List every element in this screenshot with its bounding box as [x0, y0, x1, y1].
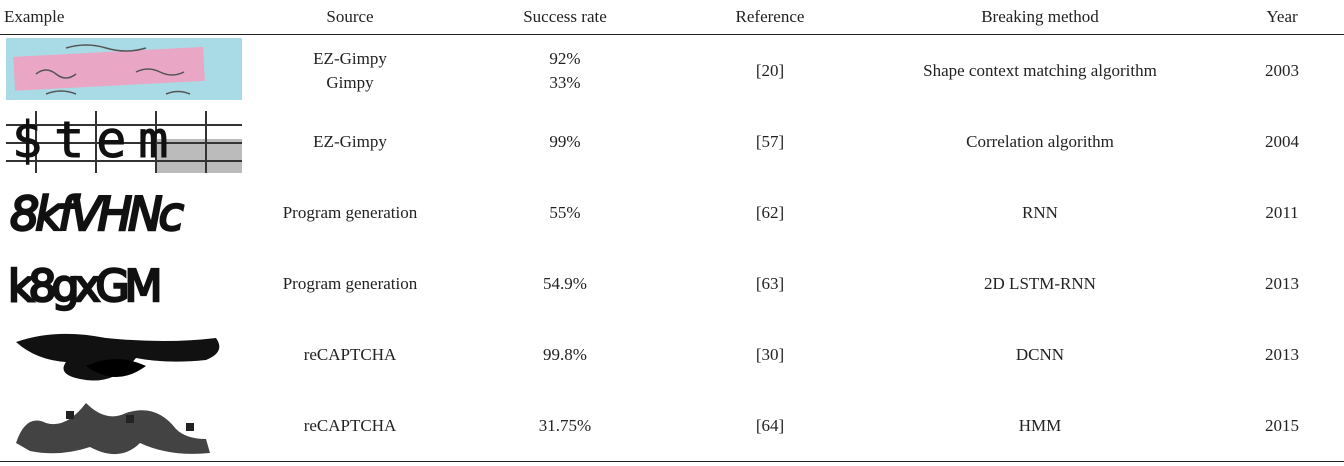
captcha-text: k8gxGM: [8, 261, 159, 312]
table-row: reCAPTCHA 31.75% [64] HMM 2015: [0, 390, 1344, 462]
year-cell: 2003: [1265, 61, 1299, 80]
method-cell: DCNN: [1015, 345, 1065, 364]
table-row: 8kfVHNc Program generation 55% [62] RNN 2011: [0, 177, 1344, 248]
example-cell: $tem: [0, 106, 250, 177]
success-line: 99.8%: [543, 344, 587, 364]
table-row: $tem EZ-Gimpy 99% [57] Correlation algorithm…: [0, 106, 1344, 177]
source-line: EZ-Gimpy: [313, 48, 387, 68]
column-header: Breaking method: [860, 0, 1220, 35]
column-header: Reference: [680, 0, 860, 35]
method-cell: HMM: [860, 390, 1220, 462]
source-cell: reCAPTCHA: [250, 319, 450, 390]
success-cell: 92% 33%: [450, 35, 680, 107]
column-header: Year: [1220, 0, 1344, 35]
captcha-text: 8kfVHNc: [10, 187, 184, 241]
success-line: 54.9%: [543, 273, 587, 293]
method-cell: 2D LSTM-RNN: [984, 274, 1096, 293]
captcha-text: $tem: [12, 111, 180, 169]
year-cell: 2011: [1265, 203, 1299, 222]
source-line: EZ-Gimpy: [313, 131, 387, 151]
example-cell: 8kfVHNc: [0, 177, 250, 248]
table-row: EZ-Gimpy Gimpy 92% 33% [20] Shape context mat…: [0, 35, 1344, 107]
year-cell: 2013: [1265, 274, 1299, 293]
success-line: 99%: [549, 131, 581, 151]
reference-cell: [63]: [755, 274, 785, 293]
method-cell: RNN: [1022, 203, 1058, 222]
success-cell: 31.75%: [450, 390, 680, 462]
reference-cell: [57]: [755, 132, 785, 151]
example-cell: [0, 35, 250, 107]
table-row: reCAPTCHA 99.8% [30] DCNN 2013: [0, 319, 1344, 390]
year-cell: 2013: [1265, 345, 1299, 364]
captcha-image: 8kfVHNc: [9, 185, 189, 242]
example-cell: [0, 319, 250, 390]
table-row: k8gxGM Program generation 54.9% [63] 2D LSTM…: [0, 248, 1344, 319]
table-body: EZ-Gimpy Gimpy 92% 33% [20] Shape context mat…: [0, 35, 1344, 462]
source-cell: EZ-Gimpy Gimpy: [250, 35, 450, 107]
year-cell: 2004: [1265, 132, 1299, 151]
method-cell: Shape context matching algorithm: [923, 61, 1157, 80]
captcha-image: [6, 37, 242, 100]
source-line: Program generation: [282, 273, 418, 293]
source-cell: reCAPTCHA: [250, 390, 450, 462]
source-line: reCAPTCHA: [303, 415, 397, 435]
example-cell: k8gxGM: [0, 248, 250, 319]
reference-cell: [64]: [680, 390, 860, 462]
success-line: 92%: [549, 48, 581, 68]
captcha-image: [16, 402, 210, 454]
success-cell: 55%: [450, 177, 680, 248]
reference-cell: [62]: [755, 203, 785, 222]
source-line: reCAPTCHA: [303, 344, 397, 364]
success-line: 33%: [549, 72, 581, 92]
reference-cell: [30]: [755, 345, 785, 364]
header-row: Example Source Success rate Reference Breaki…: [0, 0, 1344, 35]
example-cell: [0, 390, 250, 462]
column-header: Success rate: [450, 0, 680, 35]
year-cell: 2015: [1220, 390, 1344, 462]
captcha-image: [16, 333, 220, 381]
success-cell: 99%: [450, 106, 680, 177]
column-header: Source: [250, 0, 450, 35]
success-line: 55%: [549, 202, 581, 222]
source-cell: EZ-Gimpy: [250, 106, 450, 177]
captcha-image: k8gxGM: [7, 259, 165, 313]
source-cell: Program generation: [250, 177, 450, 248]
source-line: Gimpy: [326, 72, 374, 92]
column-header: Example: [0, 0, 250, 35]
success-line: 31.75%: [538, 415, 592, 435]
method-cell: Correlation algorithm: [966, 132, 1114, 151]
success-cell: 99.8%: [450, 319, 680, 390]
reference-cell: [20]: [755, 61, 785, 80]
captcha-image: $tem: [6, 110, 242, 173]
source-cell: Program generation: [250, 248, 450, 319]
source-line: Program generation: [282, 202, 418, 222]
success-cell: 54.9%: [450, 248, 680, 319]
